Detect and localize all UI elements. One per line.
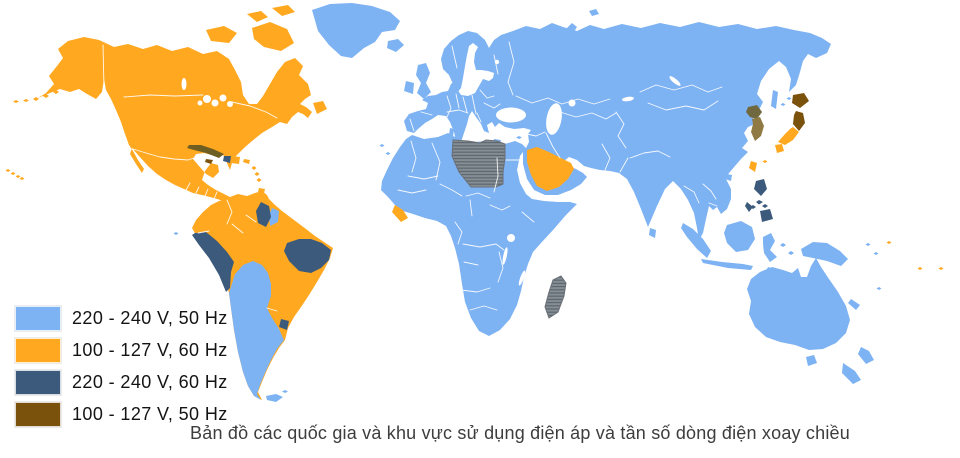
regions-220-240v-60hz — [192, 156, 773, 330]
region-newfoundland — [313, 101, 327, 114]
region-kuril-islands — [780, 97, 792, 106]
region-australia — [747, 258, 850, 350]
borders-europe — [409, 45, 501, 132]
regions-no-data — [451, 139, 567, 319]
lake-victoria — [507, 234, 515, 242]
region-new-zealand — [842, 347, 874, 384]
region-libya — [451, 139, 506, 188]
legend-swatch-blue — [15, 306, 61, 331]
region-bahamas — [216, 131, 235, 145]
region-northeast-brazil — [284, 239, 331, 273]
lake-malawi — [518, 270, 526, 286]
legend-label: 100 - 127 V, 60 Hz — [72, 340, 228, 360]
legend-label: 220 - 240 V, 60 Hz — [72, 372, 228, 392]
region-japan-north — [792, 93, 809, 131]
region-jamaica — [205, 159, 213, 164]
region-hainan — [725, 174, 732, 181]
region-madagascar — [544, 275, 567, 319]
region-canadian-arctic-islands — [206, 5, 295, 51]
region-aleutian-islands — [13, 90, 59, 103]
legend-swatch-brown — [15, 402, 61, 427]
lake-tanganyika — [502, 247, 508, 265]
legend-row-100-127v-60hz: 100 - 127 V, 60 Hz — [15, 338, 228, 363]
region-novaya-zemlya — [563, 23, 577, 38]
region-philippines — [745, 179, 773, 222]
lake-winnipeg — [181, 78, 187, 90]
region-java — [701, 259, 753, 270]
region-north-korea — [746, 105, 762, 119]
legend-row-220-240v-60hz: 220 - 240 V, 60 Hz — [15, 370, 228, 395]
lake-baikal — [669, 76, 681, 86]
region-cuba — [187, 145, 224, 158]
legend-label: 100 - 127 V, 50 Hz — [72, 404, 228, 424]
region-ireland — [404, 81, 414, 94]
legend-swatch-navy — [15, 370, 61, 395]
map-caption: Bản đồ các quốc gia và khu vực sử dụng đ… — [190, 423, 850, 443]
region-guyana — [256, 202, 271, 227]
borders-africa — [397, 140, 535, 311]
borders-north-america — [102, 44, 278, 200]
borders-south-america — [197, 199, 278, 312]
legend: 220 - 240 V, 50 Hz 100 - 127 V, 60 Hz 22… — [15, 306, 228, 427]
region-falkland-islands — [282, 390, 288, 393]
region-iceland — [387, 39, 404, 52]
country-borders — [102, 41, 723, 312]
legend-label: 220 - 240 V, 50 Hz — [72, 308, 228, 328]
region-tasmania — [806, 355, 817, 366]
great-lake-michigan — [211, 99, 219, 107]
region-afro-eurasia — [381, 22, 831, 336]
great-lake-huron — [219, 94, 227, 102]
region-sumatra — [681, 223, 711, 258]
caspian-sea — [546, 103, 562, 135]
region-lesser-antilles — [251, 166, 265, 193]
region-southeast-brazil-spot — [279, 319, 289, 330]
region-great-britain — [416, 63, 431, 99]
legend-row-220-240v-50hz: 220 - 240 V, 50 Hz — [15, 306, 228, 331]
region-southern-cone — [229, 261, 284, 400]
region-saudi-arabia — [527, 147, 574, 191]
region-puerto-rico — [243, 159, 250, 164]
lake-balkhash — [622, 96, 634, 102]
borders-asia — [507, 41, 723, 207]
region-sri-lanka — [649, 228, 656, 238]
great-lake-erie — [197, 100, 203, 106]
legend-swatch-orange — [15, 338, 61, 363]
region-japan-south — [762, 127, 799, 163]
region-borneo — [724, 221, 755, 252]
region-sulawesi — [763, 233, 777, 262]
region-peru — [192, 232, 234, 292]
region-south-korea — [751, 117, 764, 141]
region-greenland — [312, 3, 400, 58]
great-lake-ontario — [227, 101, 233, 107]
region-pacific-islands-orange — [886, 241, 944, 270]
regions-220-240v-50hz — [173, 3, 882, 384]
region-suriname — [269, 208, 279, 226]
region-haiti — [223, 156, 231, 163]
black-sea — [496, 107, 526, 123]
region-tierra-del-fuego — [266, 394, 283, 402]
region-hawaii — [5, 169, 25, 180]
region-sakhalin — [771, 90, 778, 109]
region-new-guinea — [801, 242, 848, 266]
regions-south-america-blue — [229, 208, 288, 402]
region-atlantic-islands — [379, 144, 391, 155]
region-dominican-republic — [231, 156, 240, 164]
region-taiwan — [749, 161, 757, 172]
region-north-america — [38, 37, 312, 201]
regions-100-127v-50hz — [187, 93, 809, 164]
region-svalbard — [589, 9, 599, 16]
region-liberia — [392, 205, 408, 222]
legend-row-100-127v-50hz: 100 - 127 V, 50 Hz — [15, 402, 228, 427]
great-lake-superior — [203, 95, 211, 103]
